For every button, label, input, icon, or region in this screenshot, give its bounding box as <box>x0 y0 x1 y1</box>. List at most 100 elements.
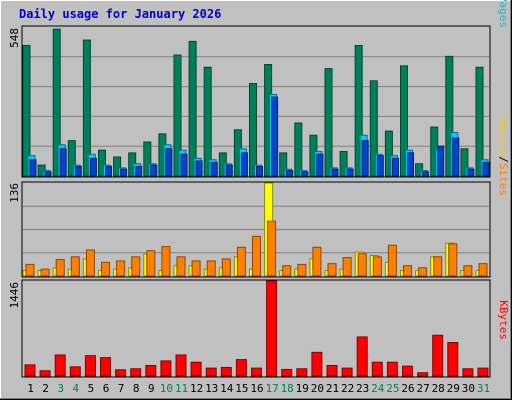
bar-marks <box>22 28 490 377</box>
bar-pages-day-30 <box>467 168 475 177</box>
bar-sites-day-7 <box>116 260 126 277</box>
bar-sites-day-2 <box>40 268 50 277</box>
bar-hits-day-11 <box>173 54 182 177</box>
bar-sites-day-21 <box>327 263 337 277</box>
bar-pages-day-31 <box>482 161 490 177</box>
x-tick-label: 6 <box>103 382 110 395</box>
legend-middle: Visits/Sites <box>497 117 510 197</box>
bar-sites-day-4 <box>70 256 80 277</box>
bar-hits-day-25 <box>384 130 393 177</box>
bar-kbytes-day-30 <box>462 368 474 377</box>
bar-hits-day-23 <box>354 44 363 177</box>
bar-pages-day-18 <box>286 170 294 177</box>
bar-hits-day-1 <box>22 44 31 177</box>
bar-pages-day-19 <box>301 171 309 177</box>
bar-kbytes-day-24 <box>371 361 383 377</box>
bar-hits-day-31 <box>475 66 484 177</box>
x-tick-label: 9 <box>148 382 155 395</box>
legend-entry: KBytes <box>497 300 510 340</box>
bar-pages-day-27 <box>422 171 430 177</box>
bar-pages-day-9 <box>150 164 158 177</box>
bar-hits-day-3 <box>52 28 61 177</box>
x-tick-label: 16 <box>250 382 263 395</box>
legend-top: Hits/Files/Pages <box>497 0 510 28</box>
bar-pages-day-8 <box>135 165 143 177</box>
bar-kbytes-day-20 <box>311 351 323 377</box>
bar-pages-day-23 <box>361 140 369 177</box>
bar-pages-day-14 <box>225 164 233 177</box>
bar-kbytes-day-5 <box>84 355 96 377</box>
bar-kbytes-day-16 <box>251 367 262 377</box>
bar-kbytes-day-18 <box>281 368 293 377</box>
bar-pages-day-16 <box>256 165 263 177</box>
bar-pages-day-21 <box>331 168 339 177</box>
bar-sites-day-5 <box>85 249 95 277</box>
bar-sites-day-19 <box>297 263 307 277</box>
bar-hits-day-22 <box>339 151 348 177</box>
x-tick-label: 11 <box>175 382 188 395</box>
bar-pages-day-6 <box>105 165 112 177</box>
bar-sites-day-27 <box>418 267 428 277</box>
x-tick-label: 4 <box>72 382 79 395</box>
x-tick-label: 15 <box>235 382 248 395</box>
bar-sites-day-18 <box>282 265 292 277</box>
panel-bottom-ymax: 1446 <box>8 282 21 309</box>
bar-hits-day-9 <box>143 141 152 177</box>
x-tick-label: 29 <box>447 382 460 395</box>
bar-pages-day-25 <box>391 157 399 177</box>
bar-kbytes-day-19 <box>296 368 308 377</box>
bar-hits-day-30 <box>460 148 469 177</box>
x-tick-label: 24 <box>371 382 385 395</box>
bar-hits-day-29 <box>445 55 454 177</box>
x-tick-labels: 1 2 3 4 5 6 7 8 9 10 11 12 13 14 15 16 17 18 19 20 21 22 23 24 2… <box>27 382 490 395</box>
bar-kbytes-day-14 <box>220 366 232 377</box>
bar-pages-day-15 <box>240 152 248 177</box>
bar-pages-day-26 <box>407 152 414 177</box>
x-tick-label: 5 <box>88 382 95 395</box>
bar-sites-day-28 <box>433 256 443 277</box>
bar-sites-day-23 <box>357 252 367 277</box>
bar-sites-day-6 <box>101 261 110 277</box>
bar-sites-day-22 <box>342 257 352 277</box>
x-tick-label: 18 <box>281 382 294 395</box>
bar-pages-day-29 <box>452 137 460 177</box>
x-tick-label: 22 <box>341 382 354 395</box>
bar-kbytes-day-29 <box>447 341 459 377</box>
bar-sites-day-3 <box>55 259 65 277</box>
legend-entry: / <box>497 156 510 163</box>
x-tick-label: 30 <box>462 382 475 395</box>
panel-bottom: 1446 <box>8 279 491 378</box>
bar-pages-day-17 <box>271 96 279 177</box>
bar-hits-day-24 <box>369 80 378 177</box>
x-tick-label: 20 <box>311 382 324 395</box>
bar-kbytes-day-21 <box>326 364 338 377</box>
bar-pages-day-1 <box>29 159 37 177</box>
bar-sites-day-14 <box>221 258 231 277</box>
x-tick-label: 10 <box>160 382 173 395</box>
x-tick-label: 23 <box>356 382 369 395</box>
bar-kbytes-day-28 <box>432 334 444 377</box>
bar-sites-day-9 <box>146 250 156 277</box>
bar-kbytes-day-13 <box>205 367 217 377</box>
legend-entry: Pages <box>497 0 510 28</box>
x-tick-label: 2 <box>42 382 49 395</box>
bar-sites-day-1 <box>25 263 35 277</box>
bar-sites-day-15 <box>236 246 246 277</box>
bar-kbytes-day-11 <box>175 354 187 377</box>
bar-pages-day-3 <box>59 148 67 177</box>
legend-entry: Visits <box>497 117 510 157</box>
bar-hits-day-16 <box>249 83 257 177</box>
chart-title: Daily usage for January 2026 <box>19 7 221 21</box>
bar-kbytes-day-17 <box>266 280 278 377</box>
legend-entry: Sites <box>497 163 510 196</box>
bar-kbytes-day-3 <box>54 354 66 377</box>
x-tick-label: 14 <box>220 382 234 395</box>
x-tick-label: 26 <box>401 382 414 395</box>
bar-kbytes-day-15 <box>235 359 247 377</box>
bar-hits-day-19 <box>294 122 303 177</box>
x-tick-label: 17 <box>265 382 278 395</box>
bar-sites-day-10 <box>161 246 171 277</box>
bar-sites-day-25 <box>387 244 397 277</box>
bar-pages-day-5 <box>89 157 97 177</box>
